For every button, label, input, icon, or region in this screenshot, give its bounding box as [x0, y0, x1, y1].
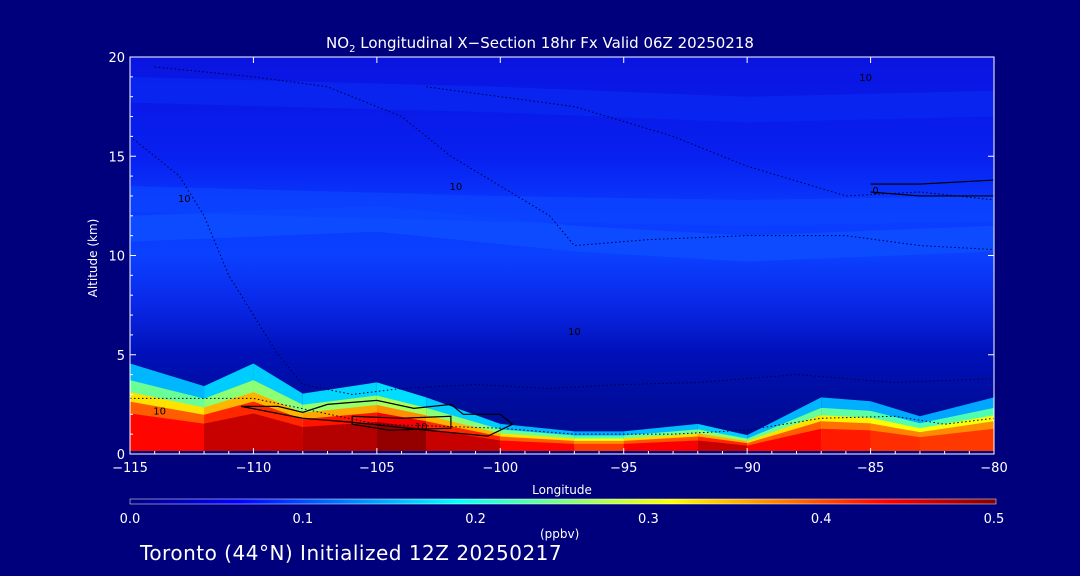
y-tick-label: 0	[117, 448, 125, 463]
x-axis-label: Longitude	[532, 483, 592, 497]
solid-contour-3	[870, 191, 994, 197]
solid-contour-2	[870, 179, 994, 185]
bl-layer-5-seg-2	[253, 427, 303, 454]
x-tick-label: −100	[482, 461, 518, 476]
surface-strip	[130, 451, 994, 454]
bl-layer-5-seg-5	[426, 437, 501, 454]
y-tick-label: 15	[108, 150, 125, 165]
title-prefix: NO	[326, 34, 350, 52]
upper-band-1	[130, 205, 994, 262]
x-tick-label: −85	[857, 461, 884, 476]
solid-contour-1	[351, 415, 452, 431]
x-tick-label: −90	[733, 461, 760, 476]
y-tick-label: 5	[117, 349, 125, 364]
bl-layer-5-seg-13	[919, 437, 994, 454]
upper-band-0	[130, 76, 994, 123]
solid-contour-0	[240, 399, 514, 437]
chart-title: NO2 Longitudinal X−Section 18hr Fx Valid…	[0, 34, 1080, 55]
dotted-contour-2	[426, 86, 994, 201]
x-tick-label: −105	[359, 461, 395, 476]
title-rest: Longitudinal X−Section 18hr Fx Valid 06Z…	[355, 34, 754, 52]
dotted-contour-1	[154, 66, 994, 251]
colorbar-tick-label: 0.4	[810, 512, 832, 527]
contour-label-1: 10	[449, 182, 462, 193]
contour-label-4: 10	[153, 406, 166, 417]
contour-label-2: 10	[568, 327, 581, 338]
contour-lines: 10 10 10 10 10 10 0	[130, 66, 994, 437]
colorbar	[129, 498, 997, 505]
colorbar-tick-label: 0.3	[638, 512, 659, 527]
bl-layer-5-seg-4	[376, 433, 427, 454]
contour-label-0: 10	[178, 194, 191, 205]
bl-layer-5-seg-1	[204, 427, 254, 454]
colorbar-tick-label: 0.2	[465, 512, 486, 527]
footer-caption: Toronto (44°N) Initialized 12Z 20250217	[140, 541, 563, 565]
contour-label-3: 10	[859, 73, 872, 84]
bl-layer-5-seg-11	[821, 437, 871, 454]
bl-layer-5-seg-3	[302, 433, 377, 454]
bl-layer-5-seg-0	[130, 427, 205, 454]
dotted-contour-0	[130, 136, 994, 395]
upper-band-2	[130, 186, 994, 226]
colorbar-unit: (ppbv)	[540, 527, 580, 541]
x-tick-label: −115	[112, 461, 148, 476]
bl-layer-5-seg-10	[747, 437, 822, 454]
colorbar-tick-label: 0.0	[119, 512, 141, 527]
x-tick-label: −110	[236, 461, 272, 476]
x-axis: −115 −110 −105 −100 −95 −90 −85 −80	[112, 57, 1008, 476]
colorbar-tick-label: 0.1	[292, 512, 314, 527]
y-axis-label: Altitude (km)	[86, 219, 100, 298]
colorbar-tick-label: 0.5	[983, 512, 1005, 527]
y-tick-label: 20	[108, 51, 125, 66]
contour-label-5: 10	[415, 422, 428, 433]
x-tick-label: −80	[980, 461, 1007, 476]
x-tick-label: −95	[610, 461, 637, 476]
y-tick-label: 10	[108, 250, 125, 265]
no2-field	[130, 57, 994, 454]
y-axis: 0 5 10 15 20	[108, 51, 994, 463]
contour-label-6: 0	[872, 186, 878, 197]
bl-layer-5-seg-12	[870, 438, 920, 454]
title-subscript: 2	[349, 44, 356, 55]
